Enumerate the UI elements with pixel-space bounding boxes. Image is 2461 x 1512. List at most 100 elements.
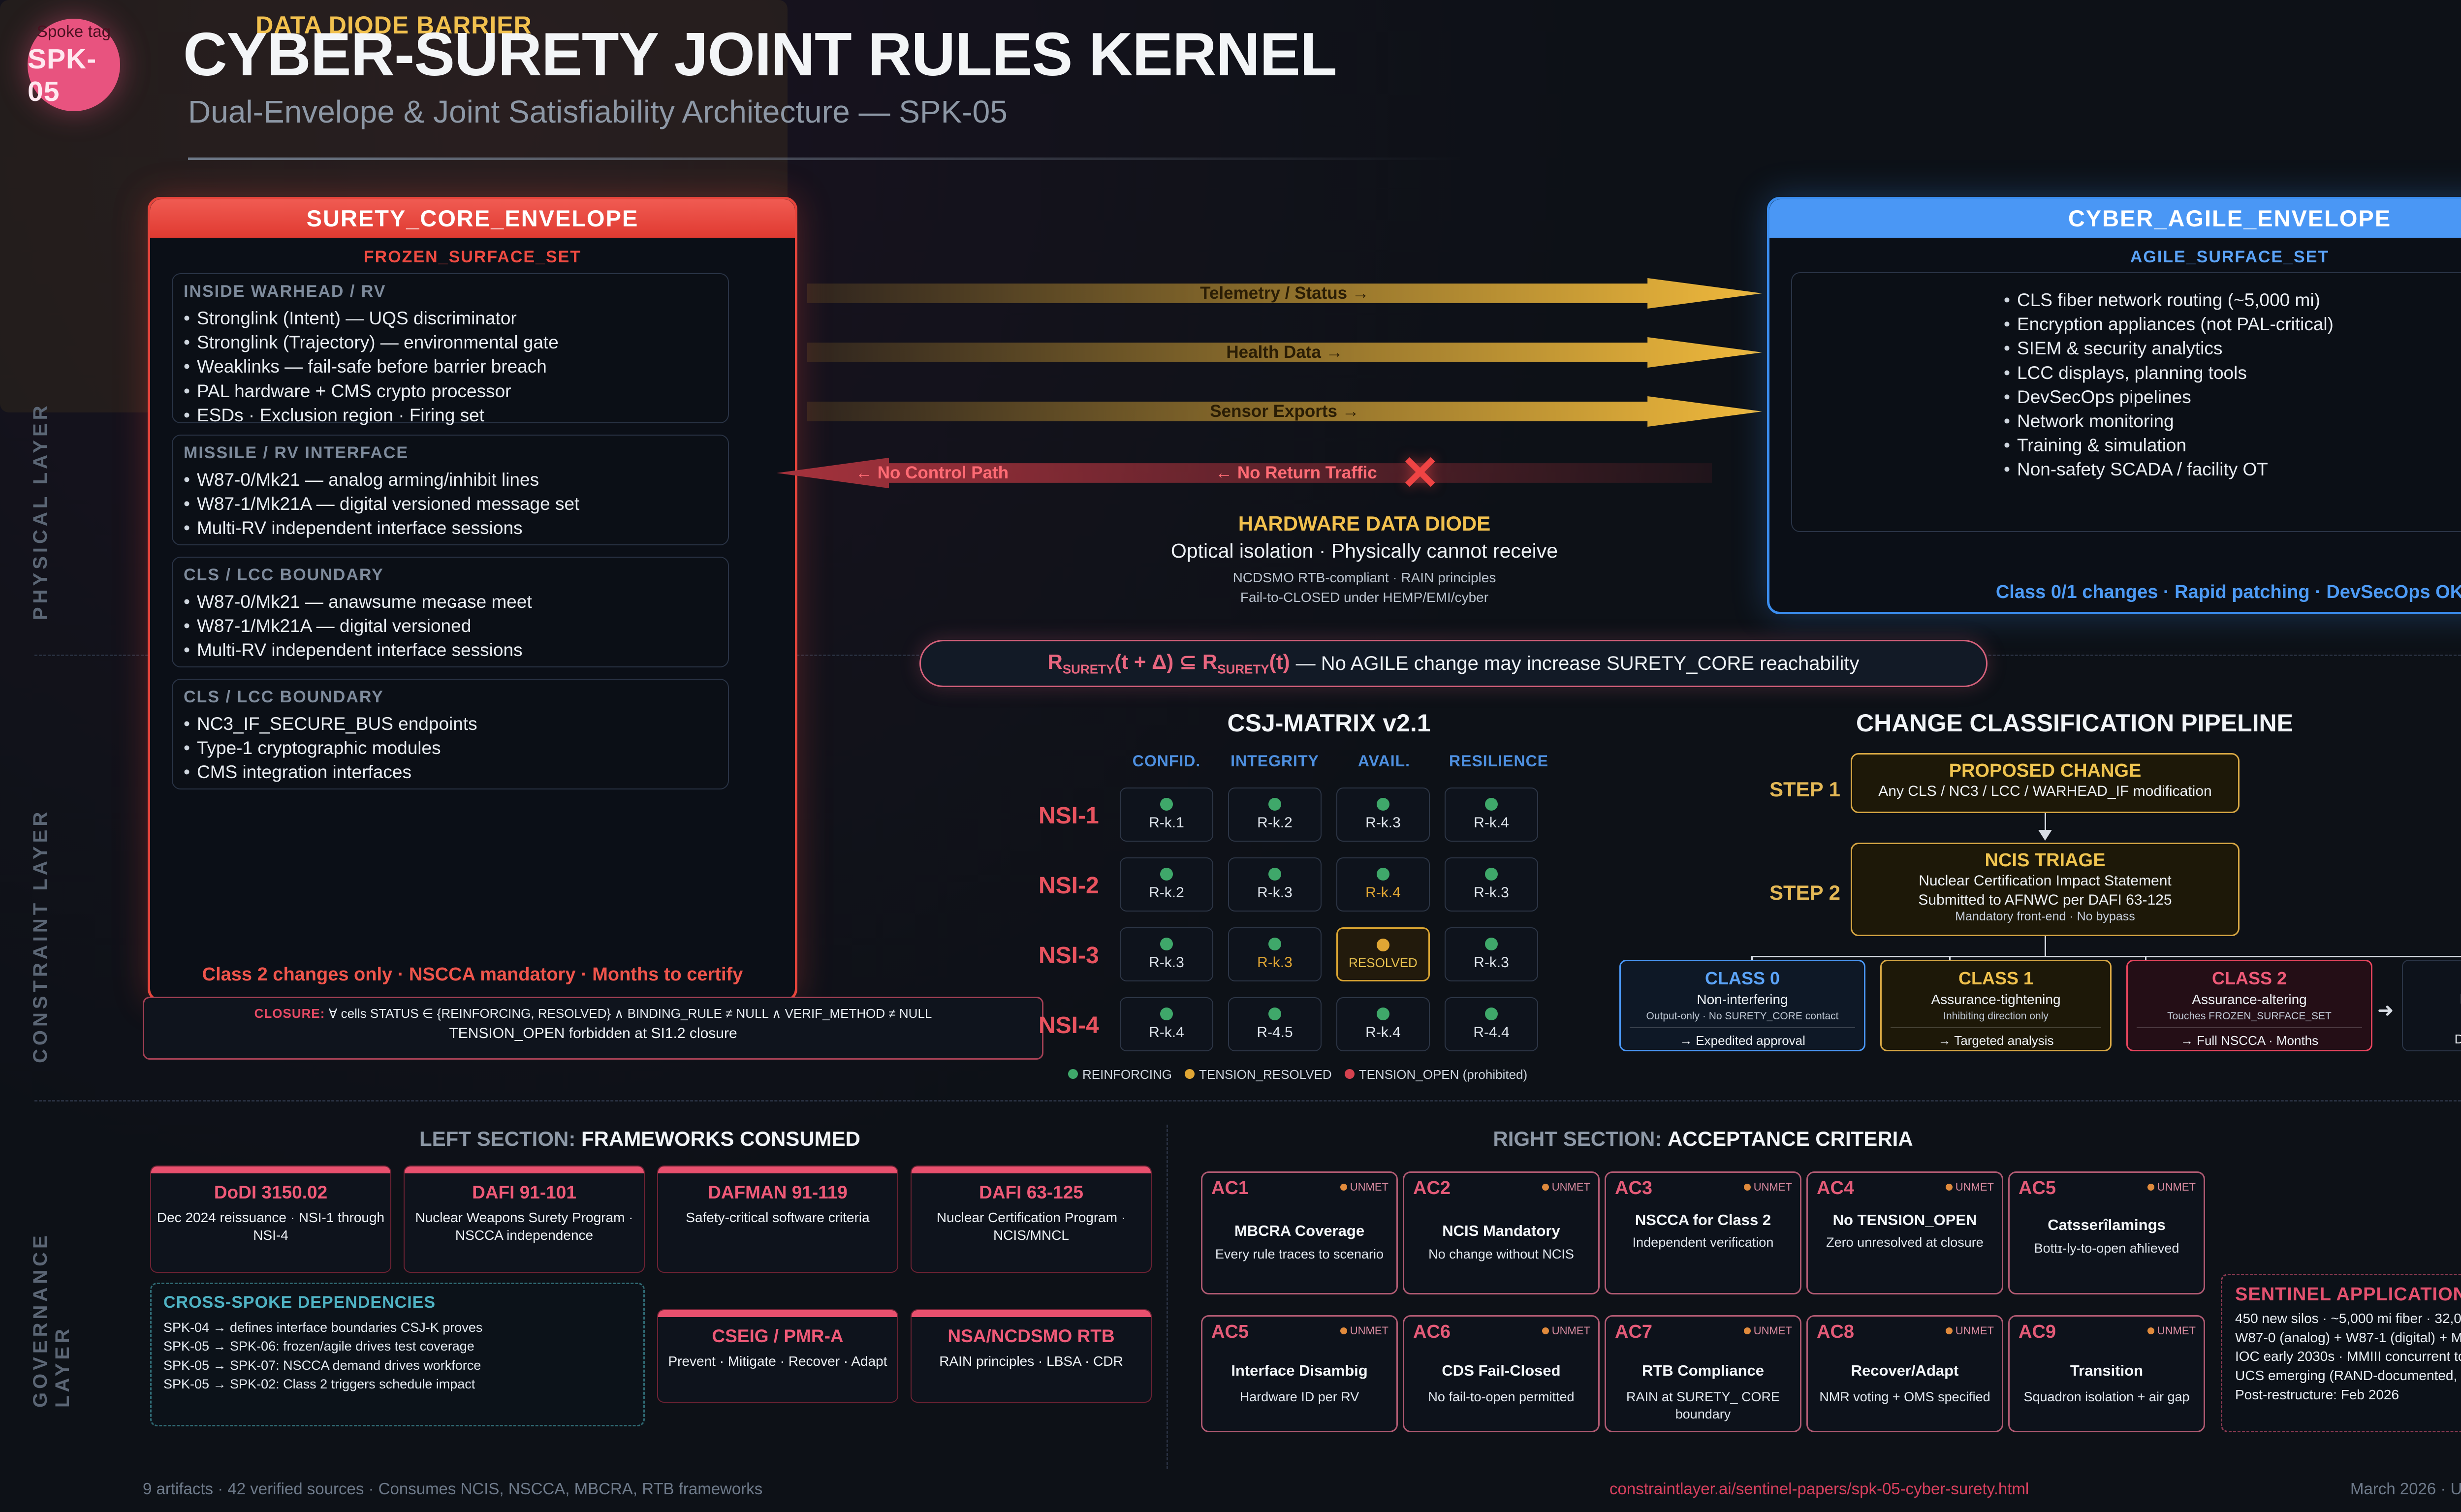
ac-id: AC9 [2019,1322,2056,1342]
class-1-box[interactable]: CLASS 1 Assurance-tightening Inhibiting … [1880,960,2112,1051]
status-dot-reinforcing [1485,798,1498,811]
agile-surface-list: CLS fiber network routing (~5,000 mi) En… [2004,288,2461,482]
nscca-box[interactable]: NSCCA Independent verification org Code … [2402,960,2461,1051]
acceptance-card-ac5-upper[interactable]: AC5 UNMET Catsserîlamings Bottɪ-ly-to-op… [2008,1171,2205,1294]
status-badge: UNMET [1945,1181,1994,1194]
core-group-list: Stronglink (Intent) — UQS discriminator … [184,306,717,427]
list-item: Weaklinks — fail-safe before barrier bre… [184,354,717,378]
matrix-cell[interactable]: R-k.2 [1228,788,1322,842]
framework-card-dodi-3150-02[interactable]: DoDI 3150.02 Dec 2024 reissuance · NSI-1… [150,1166,391,1273]
list-item: CLS fiber network routing (~5,000 mi) [2004,288,2461,312]
matrix-cell[interactable]: R-k.4 [1336,997,1430,1051]
list-item: W87-0/Mk21 — anawsume meɢase meet [184,590,717,614]
ac-title: Recover/Adapt [1851,1362,1959,1379]
acceptance-card-ac5-lower[interactable]: AC5 UNMET Interface Disambig Hardware ID… [1201,1315,1398,1432]
matrix-cell[interactable]: R-k.4 [1120,997,1213,1051]
right-title-prefix: RIGHT SECTION: [1493,1127,1668,1150]
status-dot-unmet [1945,1327,1953,1334]
pipeline-step-1-box[interactable]: PROPOSED CHANGE Any CLS / NC3 / LCC / WA… [1851,753,2240,813]
acceptance-card-ac4[interactable]: AC4 UNMET No TENSION_OPEN Zero unresolve… [1806,1171,2003,1294]
ac-desc: No change without NCIS [1428,1247,1574,1261]
matrix-cell-label: R-k.2 [1149,884,1184,901]
acceptance-card-ac7[interactable]: AC7 UNMET RTB Compliance RAIN at SURETY_… [1605,1315,1801,1432]
status-dot-reinforcing [1268,798,1281,811]
footer-url[interactable]: constraintlayer.ai/sentinel-papers/spk-0… [1609,1480,2029,1498]
reachability-formula-banner: RSURETY(t + Δ) ⊆ RSURETY(t) — No AGILE c… [919,640,1988,687]
framework-name: NSA/NCDSMO RTB [947,1326,1115,1346]
core-group-inside-warhead: INSIDE WARHEAD / RV Stronglink (Intent) … [172,273,729,425]
status-dot-unmet [1743,1327,1751,1334]
legend-item-tension-resolved: TENSION_RESOLVED [1185,1067,1332,1082]
sentinel-line: UCS emerging (RAND-documented, not codif… [2235,1367,2461,1383]
class-2-box[interactable]: CLASS 2 Assurance-altering Touches FROZE… [2126,960,2372,1051]
status-badge: UNMET [1542,1181,1590,1194]
matrix-cell[interactable]: R-k.3 [1445,857,1538,912]
no-control-path-label: ← No Control Path [855,463,1009,482]
acceptance-card-ac2[interactable]: AC2 UNMET NCIS Mandatory No change witho… [1403,1171,1600,1294]
status-dot-unmet [1542,1327,1549,1334]
list-item: W87-0/Mk21 — analog arming/inhibit lines [184,468,717,492]
csj-matrix-title: CSJ-MATRIX v2.1 [1227,709,1431,737]
matrix-cell[interactable]: R-k.3 [1336,788,1430,842]
proposed-change-desc: Any CLS / NC3 / LCC / WARHEAD_IF modific… [1878,783,2212,799]
acceptance-card-ac1[interactable]: AC1 UNMET MBCRA Coverage Every rule trac… [1201,1171,1398,1294]
framework-card-nsa-ncdsmo-rtb[interactable]: NSA/NCDSMO RTB RAIN principles · LBSA · … [911,1309,1152,1403]
acceptance-card-ac6[interactable]: AC6 UNMET CDS Fail-Closed No fail-to-ope… [1403,1315,1600,1432]
matrix-cell[interactable]: R-k.3 [1120,927,1213,981]
legend-dot-tension-resolved [1185,1069,1195,1079]
matrix-cell[interactable]: R-k.4 [1336,857,1430,912]
data-diode-title: DATA DIODE BARRIER [255,11,532,39]
spoke-tag-badge: Spoke tag SPK-05 [28,19,120,111]
framework-card-dafi-63-125[interactable]: DAFI 63-125 Nuclear Certification Progra… [911,1166,1152,1273]
ac-title: CDS Fail-Closed [1442,1362,1561,1379]
sentinel-line: W87-0 (analog) + W87-1 (digital) + MIRV [2235,1329,2461,1345]
footer-right-text: March 2026 · UNCLASSIFIED [2350,1480,2461,1498]
divider-governance-vertical [1167,1125,1168,1469]
layer-label-physical: PHYSICAL LAYER [30,402,51,620]
pipeline-step-2-box[interactable]: NCIS TRIAGE Nuclear Certification Impact… [1851,843,2240,936]
class-0-box[interactable]: CLASS 0 Non-interfering Output-only · No… [1619,960,1865,1051]
framework-name: DAFI 63-125 [979,1182,1083,1202]
hardware-diode-note-2: Fail-to-CLOSED under HEMP/EMI/cyber [1240,589,1489,605]
matrix-cell[interactable]: R-k.1 [1120,788,1213,842]
matrix-cell-label: R-k.3 [1365,815,1401,831]
acceptance-card-ac8[interactable]: AC8 UNMET Recover/Adapt NMR voting + OMS… [1806,1315,2003,1432]
status-badge: UNMET [2147,1181,2196,1194]
acceptance-card-ac3[interactable]: AC3 UNMET NSCCA for Class 2 Independent … [1605,1171,1801,1294]
framework-card-dafman-91-119[interactable]: DAFMAN 91-119 Safety-critical software c… [657,1166,898,1273]
matrix-cell-label: R-4.4 [1473,1024,1510,1040]
class-0-note: Output-only · No SURETY_CORE contact [1646,1010,1839,1022]
list-item: Network monitoring [2004,409,2461,433]
matrix-col-header-avail: AVAIL. [1357,752,1411,770]
matrix-cell[interactable]: R-k.3 [1445,927,1538,981]
status-dot-unmet [2147,1327,2154,1334]
framework-card-cseig-pmr-a[interactable]: CSEIG / PMR-A Prevent · Mitigate · Recov… [657,1309,898,1403]
card-accent-bar [912,1310,1151,1317]
matrix-cell[interactable]: R-4.4 [1445,997,1538,1051]
cyber-agile-footer: Class 0/1 changes · Rapid patching · Dev… [1995,582,2461,602]
ncis-triage-title: NCIS TRIAGE [1985,850,2106,871]
left-title: FRAMEWORKS CONSUMED [581,1127,860,1150]
flow-arrow-health-data: Health Data → [807,337,1762,368]
matrix-cell[interactable]: R-k.3 [1228,927,1322,981]
nscca-action: DAFMAN 91-119 · DAFI 91-101 [2454,1032,2461,1046]
framework-card-dafi-91-101[interactable]: DAFI 91-101 Nuclear Weapons Surety Progr… [404,1166,645,1273]
framework-name: CSEIG / PMR-A [712,1326,844,1346]
core-group-list: W87-0/Mk21 — analog arming/inhibit lines… [184,468,717,540]
matrix-cell[interactable]: R-k.4 [1445,788,1538,842]
pipeline-title: CHANGE CLASSIFICATION PIPELINE [1856,709,2293,737]
matrix-cell[interactable]: R-4.5 [1228,997,1322,1051]
matrix-cell-resolved[interactable]: RESOLVED [1336,927,1430,981]
list-item: CMS integration interfaces [184,760,717,784]
status-dot-reinforcing [1268,1008,1281,1020]
status-dot-reinforcing [1485,868,1498,881]
sentinel-application-box: SENTINEL APPLICATION 450 new silos · ~5,… [2221,1274,2461,1432]
matrix-col-header-resilience: RESILIENCE [1449,752,1549,770]
matrix-cell[interactable]: R-k.2 [1120,857,1213,912]
list-item: Multi-RV independent interface sessions [184,638,717,662]
acceptance-card-ac9[interactable]: AC9 UNMET Transition Squadron isolation … [2008,1315,2205,1432]
status-badge: UNMET [1743,1181,1792,1194]
matrix-cell[interactable]: R-k.3 [1228,857,1322,912]
list-item: Stronglink (Intent) — UQS discriminator [184,306,717,330]
matrix-cell-label: R-k.4 [1365,884,1401,901]
